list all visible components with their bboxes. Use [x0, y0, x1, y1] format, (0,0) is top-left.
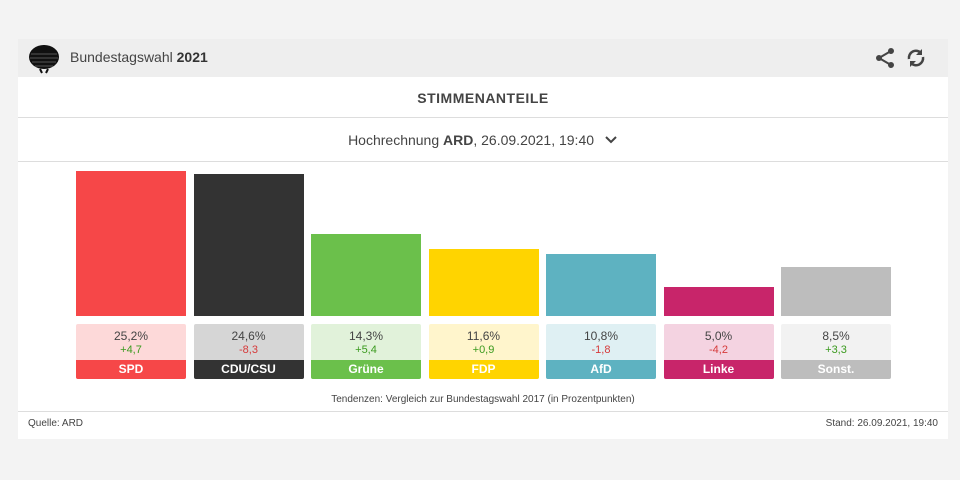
change-label: -4,2	[709, 344, 728, 356]
divider	[18, 411, 948, 412]
app-title: Bundestagswahl 2021	[70, 49, 208, 65]
party-label: FDP	[428, 360, 539, 379]
result-box: 11,6% +0,9 FDP	[428, 324, 539, 379]
share-icon[interactable]	[873, 46, 897, 70]
change-label: +3,3	[825, 344, 847, 356]
change-label: +4,7	[120, 344, 142, 356]
party-label: Grüne	[311, 360, 421, 379]
vote-share: 24,6%	[231, 329, 266, 343]
change-label: +0,9	[472, 344, 495, 356]
election-widget: Bundestagswahl 2021 STIMMENANTEILE Hochr…	[18, 39, 948, 439]
updated-timestamp: Stand: 26.09.2021, 19:40	[825, 418, 938, 429]
party-label: Sonst.	[781, 360, 891, 379]
source-label: Quelle: ARD	[28, 418, 84, 429]
vote-share: 25,2%	[113, 329, 149, 343]
vote-share: 8,5%	[822, 329, 850, 343]
result-box: 25,2% +4,7 SPD	[76, 324, 186, 379]
change-label: -1,8	[591, 344, 611, 356]
bar-1	[193, 174, 304, 316]
header-bar: Bundestagswahl 2021	[18, 39, 948, 77]
bar-2	[311, 233, 421, 316]
vote-share: 14,3%	[348, 329, 384, 343]
change-label: -8,3	[239, 344, 258, 356]
refresh-icon[interactable]	[904, 46, 928, 70]
party-label: SPD	[76, 360, 186, 379]
result-box: 14,3% +5,4 Grüne	[311, 324, 421, 379]
federal-eagle-logo	[29, 45, 59, 74]
result-box: 24,6% -8,3 CDU/CSU	[193, 324, 304, 379]
bar-5	[663, 287, 774, 316]
result-box: 10,8% -1,8 AfD	[546, 324, 656, 379]
change-label: +5,4	[355, 344, 377, 356]
divider	[18, 161, 948, 162]
chevron-down-icon[interactable]	[604, 135, 618, 145]
vote-share: 5,0%	[704, 329, 733, 343]
party-label: Linke	[663, 360, 774, 379]
result-box: 5,0% -4,2 Linke	[663, 324, 774, 379]
projection-selector[interactable]: Hochrechnung ARD, 26.09.2021, 19:40	[18, 132, 948, 148]
vote-share: 10,8%	[583, 329, 619, 343]
bar-0	[76, 171, 186, 316]
party-label: AfD	[546, 360, 656, 379]
section-title: STIMMENANTEILE	[417, 90, 549, 106]
divider	[18, 117, 948, 118]
bar-6	[781, 267, 891, 316]
bar-3	[428, 249, 539, 316]
bar-4	[546, 253, 656, 316]
vote-share: 11,6%	[466, 329, 501, 343]
result-box: 8,5% +3,3 Sonst.	[781, 324, 891, 379]
party-label: CDU/CSU	[193, 360, 304, 379]
tendency-note: Tendenzen: Vergleich zur Bundestagswahl …	[331, 394, 635, 405]
